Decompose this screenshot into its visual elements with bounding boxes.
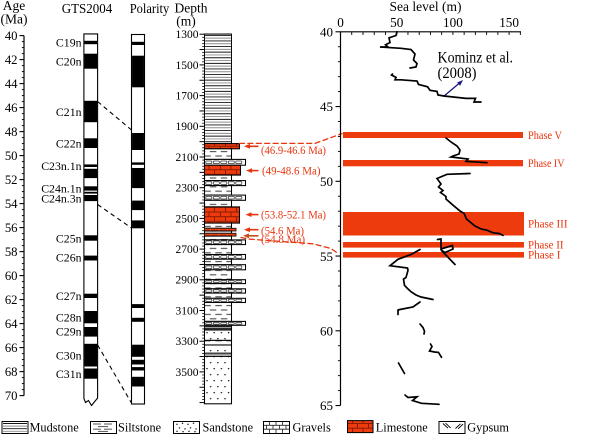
svg-text:3300: 3300 — [176, 336, 199, 348]
svg-text:C21n: C21n — [56, 105, 82, 119]
svg-text:Siltstone: Siltstone — [118, 421, 162, 435]
svg-text:62: 62 — [5, 293, 18, 307]
svg-text:(Ma): (Ma) — [1, 11, 28, 26]
svg-text:C27n: C27n — [56, 289, 82, 303]
svg-text:C25n: C25n — [56, 231, 82, 245]
svg-text:C20n: C20n — [56, 54, 82, 68]
svg-text:70: 70 — [5, 389, 18, 403]
svg-text:Age: Age — [3, 0, 26, 13]
svg-text:Phase I: Phase I — [528, 249, 561, 262]
svg-text:Phase II: Phase II — [528, 239, 564, 252]
svg-text:Depth: Depth — [175, 0, 208, 15]
svg-text:C29n: C29n — [56, 325, 82, 339]
svg-text:46: 46 — [5, 101, 18, 115]
svg-text:52: 52 — [5, 173, 18, 187]
svg-text:100: 100 — [443, 15, 463, 30]
svg-text:C28n: C28n — [56, 310, 82, 324]
svg-text:C24n.1n: C24n.1n — [41, 181, 81, 195]
svg-text:Gypsum: Gypsum — [467, 421, 509, 435]
svg-text:(49-48.6 Ma): (49-48.6 Ma) — [262, 166, 321, 178]
svg-text:Phase V: Phase V — [528, 129, 563, 142]
svg-text:48: 48 — [5, 125, 18, 139]
svg-text:(53.8-52.1 Ma): (53.8-52.1 Ma) — [261, 210, 326, 222]
svg-text:Gravels: Gravels — [293, 421, 331, 435]
svg-text:2900: 2900 — [176, 275, 199, 287]
svg-text:C30n: C30n — [56, 348, 82, 362]
svg-text:(54.6 Ma): (54.6 Ma) — [261, 225, 304, 237]
svg-text:1700: 1700 — [176, 91, 199, 103]
svg-text:Phase IV: Phase IV — [528, 157, 565, 170]
svg-text:2500: 2500 — [176, 213, 199, 225]
svg-text:68: 68 — [5, 365, 18, 379]
svg-text:GTS2004: GTS2004 — [62, 1, 113, 16]
svg-text:C24n.3n: C24n.3n — [41, 191, 81, 205]
svg-text:2700: 2700 — [176, 244, 199, 256]
svg-text:2300: 2300 — [176, 183, 199, 195]
svg-text:150: 150 — [499, 15, 519, 30]
svg-text:Sea level (m): Sea level (m) — [390, 0, 462, 14]
svg-text:55: 55 — [320, 249, 333, 264]
svg-text:60: 60 — [5, 269, 18, 283]
svg-text:40: 40 — [320, 25, 333, 40]
svg-text:66: 66 — [5, 341, 18, 355]
svg-text:56: 56 — [5, 221, 18, 235]
svg-text:45: 45 — [320, 99, 333, 114]
svg-text:64: 64 — [5, 317, 18, 331]
svg-text:C26n: C26n — [56, 250, 82, 264]
svg-text:65: 65 — [320, 398, 333, 413]
svg-text:(54.8 Ma): (54.8 Ma) — [261, 234, 305, 246]
svg-text:Kominz et al.: Kominz et al. — [438, 50, 514, 67]
svg-text:60: 60 — [320, 324, 333, 339]
svg-text:0: 0 — [337, 15, 344, 30]
svg-text:C22n: C22n — [56, 136, 82, 150]
svg-text:Polarity: Polarity — [130, 1, 170, 16]
svg-text:44: 44 — [5, 77, 18, 91]
svg-text:C23n.1n: C23n.1n — [41, 159, 81, 173]
svg-text:C19n: C19n — [56, 36, 82, 50]
svg-text:Sandstone: Sandstone — [203, 421, 254, 435]
svg-text:Phase III: Phase III — [528, 218, 568, 231]
svg-text:42: 42 — [5, 53, 18, 67]
svg-text:50: 50 — [5, 149, 18, 163]
svg-text:1300: 1300 — [176, 29, 199, 41]
svg-text:2100: 2100 — [176, 152, 199, 164]
svg-text:Mudstone: Mudstone — [30, 421, 80, 435]
svg-text:54: 54 — [5, 197, 18, 211]
svg-text:1900: 1900 — [176, 121, 199, 133]
svg-text:50: 50 — [320, 174, 333, 189]
svg-text:C31n: C31n — [56, 367, 82, 381]
svg-text:(46.9-46.6 Ma): (46.9-46.6 Ma) — [261, 145, 326, 157]
svg-text:3500: 3500 — [176, 367, 199, 379]
svg-text:Limestone: Limestone — [376, 421, 428, 435]
svg-text:(m): (m) — [176, 13, 196, 28]
svg-text:50: 50 — [390, 15, 404, 30]
svg-text:58: 58 — [5, 245, 18, 259]
svg-text:(2008): (2008) — [438, 65, 477, 82]
svg-text:1500: 1500 — [176, 60, 199, 72]
svg-text:3100: 3100 — [176, 305, 199, 317]
svg-text:40: 40 — [5, 29, 18, 43]
